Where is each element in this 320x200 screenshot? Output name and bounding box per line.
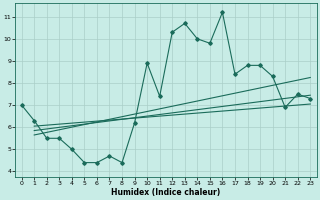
X-axis label: Humidex (Indice chaleur): Humidex (Indice chaleur)	[111, 188, 220, 197]
